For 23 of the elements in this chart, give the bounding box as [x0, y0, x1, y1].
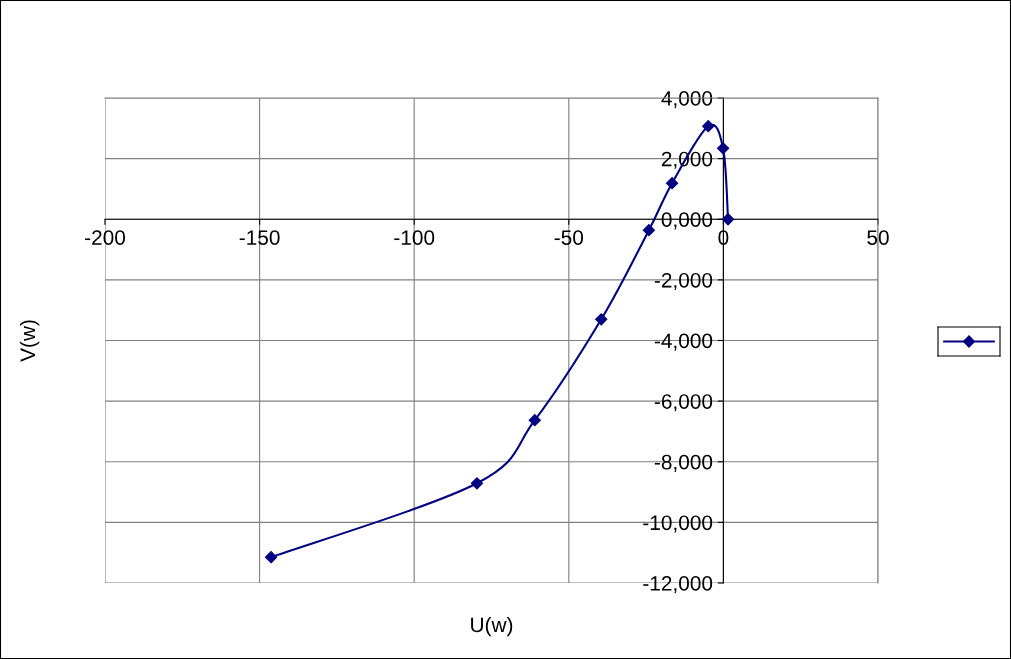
- y-tick-label: -4,000: [654, 333, 713, 351]
- y-tick-label: -8,000: [654, 454, 713, 472]
- point: [470, 477, 484, 490]
- point: [665, 177, 679, 190]
- point: [264, 551, 278, 564]
- x-axis-title: U(w): [471, 616, 513, 637]
- y-tick-label: -12,000: [643, 576, 713, 594]
- x-tick-label: 50: [867, 230, 889, 245]
- y-axis-title: V(w): [19, 320, 40, 362]
- x-tick-label: -50: [554, 230, 584, 245]
- point: [702, 120, 715, 133]
- y-tick-label: 4,000: [661, 91, 713, 109]
- point: [721, 213, 735, 226]
- x-tick-label: -200: [85, 230, 126, 245]
- y-tick-label: -10,000: [643, 515, 713, 533]
- point: [595, 313, 608, 326]
- x-tick-label: -100: [394, 230, 435, 245]
- x-tick-label: -150: [239, 230, 280, 245]
- point: [716, 142, 730, 155]
- y-tick-label: -2,000: [654, 272, 713, 291]
- point: [642, 224, 655, 237]
- point: [528, 414, 541, 427]
- y-tick-label: -6,000: [654, 394, 713, 412]
